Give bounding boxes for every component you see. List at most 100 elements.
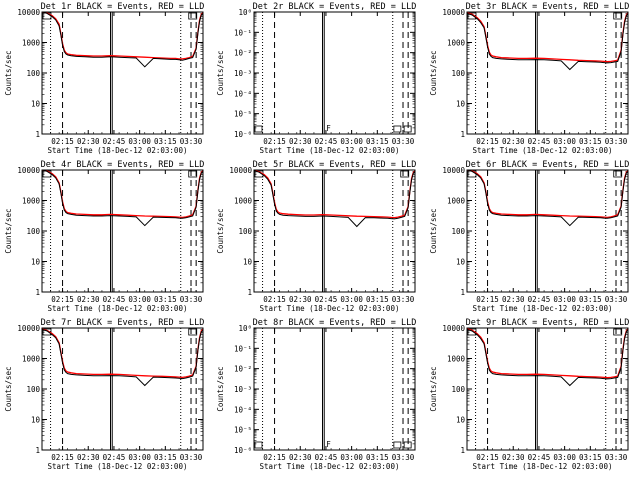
x-tick-label: 03:30: [392, 453, 415, 462]
y-tick-label: 1: [247, 288, 252, 297]
x-tick-label: 03:30: [180, 453, 203, 462]
x-tick-label: 03:30: [392, 137, 415, 146]
x-tick-label: 03:15: [154, 295, 177, 304]
x-tick-label: 02:45: [528, 137, 551, 146]
x-tick-label: 03:15: [154, 453, 177, 462]
y-tick-label: 10⁰: [238, 8, 252, 17]
x-axis-label: Start Time (18-Dec-12 02:03:00): [473, 304, 613, 313]
plot-frame: [253, 327, 416, 451]
panel-title: Det 3r BLACK = Events, RED = LLD: [466, 2, 630, 12]
x-tick-label: 02:15: [476, 295, 499, 304]
y-axis-label: Counts/sec: [429, 208, 438, 253]
panel-title: Det 6r BLACK = Events, RED = LLD: [466, 160, 630, 170]
y-tick-label: 10000: [229, 166, 252, 175]
y-tick-label: 1: [460, 446, 465, 455]
x-tick-label: 02:15: [51, 137, 74, 146]
y-tick-label: 1: [35, 130, 40, 139]
y-tick-label: 1: [460, 288, 465, 297]
y-tick-label: 10000: [17, 8, 40, 17]
y-tick-label: 1000: [447, 39, 466, 48]
y-tick-label: 10⁻⁴: [234, 405, 252, 414]
panel-det-3: Det 3r BLACK = Events, RED = LLD 1 10 100 10…: [429, 2, 629, 155]
panel-title: Det 7r BLACK = Events, RED = LLD: [41, 318, 205, 328]
series-line-lld: [467, 328, 628, 379]
x-tick-label: 03:30: [605, 295, 628, 304]
x-axis-label: Start Time (18-Dec-12 02:03:00): [260, 146, 400, 155]
marker-box: [400, 170, 410, 178]
panel-det-2: Det 2r BLACK = Events, RED = LLD 10⁻⁶ 10⁻⁵…: [216, 2, 416, 155]
series-line-lld: [467, 12, 628, 63]
marker-box: [403, 441, 412, 449]
y-tick-label: 1000: [22, 39, 41, 48]
x-tick-label: 02:45: [315, 137, 338, 146]
panel-title: Det 1r BLACK = Events, RED = LLD: [41, 2, 205, 12]
y-tick-label: 1000: [447, 197, 466, 206]
y-tick-label: 10: [456, 100, 466, 109]
marker-box: [188, 328, 198, 336]
x-tick-label: 02:15: [263, 295, 286, 304]
x-tick-label: 03:00: [553, 295, 576, 304]
x-tick-label: 03:00: [340, 453, 363, 462]
series-line-events: [467, 170, 628, 227]
y-tick-label: 10⁻⁶: [234, 130, 252, 139]
y-tick-label: 100: [451, 69, 465, 78]
y-tick-label: 100: [26, 227, 40, 236]
x-tick-label: 02:15: [51, 295, 74, 304]
y-tick-label: 10: [243, 258, 253, 267]
plot-frame: [466, 169, 629, 293]
y-tick-label: 1: [35, 288, 40, 297]
y-tick-label: 10⁰: [238, 324, 252, 333]
marker-box-label: F: [326, 124, 331, 133]
y-tick-label: 100: [26, 385, 40, 394]
y-tick-label: 100: [26, 69, 40, 78]
x-tick-label: 03:30: [605, 453, 628, 462]
x-tick-label: 02:45: [103, 137, 126, 146]
y-tick-label: 1: [35, 446, 40, 455]
marker-box-label: F: [326, 440, 331, 449]
marker-box: [467, 328, 477, 336]
x-tick-label: 03:30: [605, 137, 628, 146]
x-axis-label: Start Time (18-Dec-12 02:03:00): [473, 462, 613, 471]
y-axis-label: Counts/sec: [429, 50, 438, 95]
y-tick-label: 10⁻²: [234, 365, 252, 374]
y-tick-label: 10000: [17, 166, 40, 175]
y-axis-label: Counts/sec: [4, 50, 13, 95]
plot-frame: [41, 327, 204, 451]
x-tick-label: 02:45: [315, 295, 338, 304]
panel-det-8: Det 8r BLACK = Events, RED = LLD 10⁻⁶ 10⁻⁵…: [216, 318, 416, 471]
x-axis-label: Start Time (18-Dec-12 02:03:00): [48, 146, 188, 155]
x-tick-label: 02:30: [77, 137, 100, 146]
y-tick-label: 1000: [22, 197, 41, 206]
series-line-lld: [42, 328, 203, 379]
x-tick-label: 03:00: [340, 295, 363, 304]
panel-title: Det 8r BLACK = Events, RED = LLD: [253, 318, 417, 328]
x-axis-label: Start Time (18-Dec-12 02:03:00): [260, 462, 400, 471]
marker-box: [254, 125, 263, 133]
y-axis-label: Counts/sec: [429, 366, 438, 411]
panel-det-5: Det 5r BLACK = Events, RED = LLD 1 10 100 10…: [216, 160, 416, 313]
marker-box: [393, 125, 402, 133]
plot-frame: [253, 11, 416, 135]
x-tick-label: 02:45: [528, 295, 551, 304]
x-tick-label: 02:15: [476, 453, 499, 462]
y-axis-label: Counts/sec: [216, 366, 225, 411]
x-tick-label: 02:15: [51, 453, 74, 462]
panel-title: Det 5r BLACK = Events, RED = LLD: [253, 160, 417, 170]
x-tick-label: 02:30: [77, 453, 100, 462]
y-tick-label: 100: [238, 227, 252, 236]
marker-box: [467, 12, 477, 20]
x-tick-label: 03:00: [128, 295, 151, 304]
x-tick-label: 03:00: [340, 137, 363, 146]
x-tick-label: 02:45: [315, 453, 338, 462]
y-tick-label: 10000: [442, 166, 465, 175]
x-axis-label: Start Time (18-Dec-12 02:03:00): [48, 462, 188, 471]
y-tick-label: 10: [31, 100, 41, 109]
y-tick-label: 10⁻⁶: [234, 446, 252, 455]
x-tick-label: 03:00: [128, 453, 151, 462]
y-tick-label: 10⁻⁵: [234, 110, 252, 119]
series-line-lld: [42, 12, 203, 60]
y-tick-label: 100: [451, 385, 465, 394]
y-tick-label: 10⁻⁵: [234, 426, 252, 435]
x-tick-label: 02:30: [289, 453, 312, 462]
marker-box: [188, 170, 198, 178]
